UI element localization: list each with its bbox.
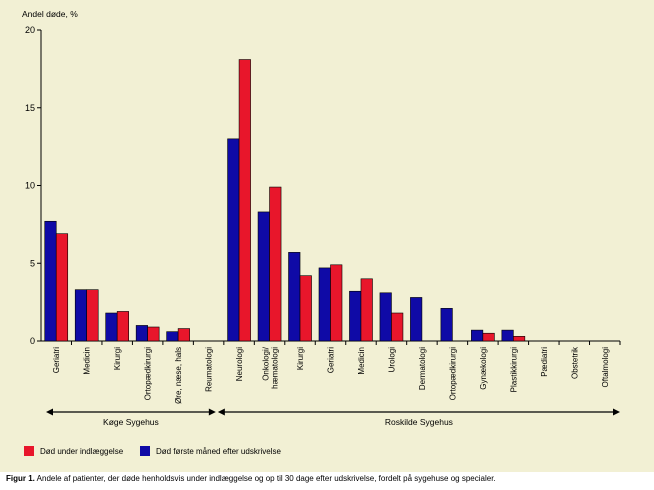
svg-text:Medicin: Medicin [357,347,366,375]
svg-text:Oftalmologi: Oftalmologi [601,347,610,388]
legend-label: Død under indlæggelse [40,446,124,456]
svg-text:Neurologi: Neurologi [235,347,244,381]
x-tick-label: Obstetrik [570,346,579,379]
svg-text:Obstetrik: Obstetrik [570,346,579,379]
x-tick-label: Kirurgi [113,347,122,370]
bar-chart: Andel døde, % 0 5 10 15 20 Geriatri Medicin Ki… [22,9,621,427]
svg-text:Kirurgi: Kirurgi [113,347,122,370]
bar-in-hospital [86,289,99,342]
y-axis: 0 5 10 15 20 [25,25,42,346]
bar-after-discharge [74,289,88,342]
y-axis-label: Andel døde, % [22,9,78,19]
arrow-left [217,408,225,416]
bar-after-discharge [379,292,392,342]
legend-swatch-blue [140,446,150,456]
x-tick-label: Ortopædkirurgi [448,347,457,401]
x-tick-label: Gynækologi [479,347,488,390]
figure-panel: Andel døde, % 0 5 10 15 20 Geriatri Medicin Ki… [0,0,654,472]
svg-text:Geriatri: Geriatri [327,347,336,373]
x-axis [41,340,621,345]
x-tick-label: Urologi [387,347,396,373]
bar-after-discharge [440,308,453,342]
x-tick-label: Plastikkirurgi [509,347,518,393]
svg-text:Pædiatri: Pædiatri [540,347,549,377]
bar-in-hospital [330,264,343,342]
bars [44,59,526,342]
bar-in-hospital [147,326,160,342]
x-tick-label: Onkologi/hæmatologi [262,346,280,389]
bar-in-hospital [269,186,282,342]
svg-text:Onkologi/: Onkologi/ [262,346,271,381]
bar-in-hospital [177,328,190,342]
y-tick-label: 20 [25,25,35,35]
x-tick-label: Geriatri [52,347,61,373]
x-tick-label: Geriatri [327,347,336,373]
bar-after-discharge [44,220,57,342]
arrow-right [208,408,216,416]
x-tick-label: Pædiatri [540,347,549,377]
bar-in-hospital [116,311,129,342]
bar-after-discharge [105,312,118,342]
group-label: Køge Sygehus [103,417,159,427]
svg-text:Geriatri: Geriatri [52,347,61,373]
x-tick-label: Dermatologi [418,347,427,390]
bar-after-discharge [349,290,362,342]
bar-after-discharge [257,211,270,342]
group-label: Roskilde Sygehus [385,417,453,427]
svg-text:Reumatologi: Reumatologi [205,347,214,392]
x-tick-labels: Geriatri Medicin Kirurgi Ortopædkirurgi Øre,… [52,346,610,404]
arrow-left [46,408,53,416]
figure-caption: Figur 1. Andele af patienter, der døde h… [6,474,496,483]
bar-after-discharge [227,138,240,342]
bar-after-discharge [410,297,423,342]
x-tick-label: Reumatologi [205,347,214,392]
svg-text:Plastikkirurgi: Plastikkirurgi [509,347,518,393]
bar-in-hospital [482,332,495,342]
svg-text:Ortopædkirurgi: Ortopædkirurgi [448,347,457,401]
legend-item-after-discharge: Død første måned efter udskrivelse [140,446,281,456]
svg-text:Gynækologi: Gynækologi [479,347,488,390]
bar-after-discharge [166,331,179,342]
svg-text:Ortopædkirurgi: Ortopædkirurgi [144,347,153,401]
bar-after-discharge [288,252,301,342]
y-tick-label: 0 [30,336,35,346]
bar-after-discharge [471,329,484,342]
bar-in-hospital [299,275,312,342]
bar-in-hospital [513,336,526,342]
svg-text:Medicin: Medicin [83,347,92,375]
bar-after-discharge [318,267,331,342]
legend-item-in-hospital: Død under indlæggelse [24,446,123,456]
y-tick-label: 5 [30,258,35,268]
bar-in-hospital [55,233,69,342]
x-tick-label: Oftalmologi [601,347,610,388]
x-tick-label: Neurologi [235,347,244,381]
bar-in-hospital [391,312,404,342]
svg-text:Øre, næse, hals: Øre, næse, hals [174,347,183,404]
svg-text:Urologi: Urologi [387,347,396,373]
bar-after-discharge [135,325,148,342]
bar-in-hospital [238,59,251,342]
svg-text:Kirurgi: Kirurgi [296,347,305,370]
bar-after-discharge [501,329,514,342]
x-tick-label: Ortopædkirurgi [144,347,153,401]
caption-label: Figur 1. [6,474,35,483]
caption-text: Andele af patienter, der døde henholdsvi… [36,474,496,483]
arrow-right [613,408,620,416]
x-tick-label: Medicin [357,347,366,375]
legend-label: Død første måned efter udskrivelse [156,446,281,456]
x-tick-label: Øre, næse, hals [174,347,183,404]
x-tick-label: Medicin [83,347,92,375]
x-tick-label: Kirurgi [296,347,305,370]
y-tick-label: 10 [25,181,35,191]
y-tick-label: 15 [25,103,35,113]
svg-text:hæmatologi: hæmatologi [271,347,280,389]
legend-swatch-red [24,446,34,456]
svg-text:Dermatologi: Dermatologi [418,347,427,390]
bar-in-hospital [360,278,373,342]
hospital-groups: Køge Sygehus Roskilde Sygehus [46,408,620,427]
